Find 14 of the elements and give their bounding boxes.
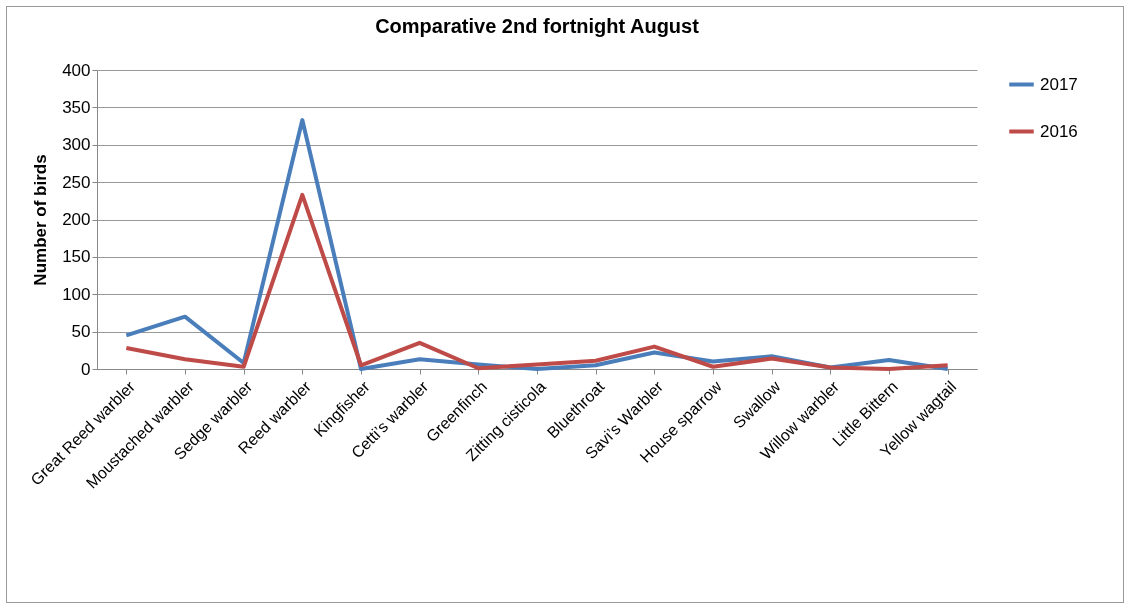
y-axis-title: Number of birds bbox=[31, 154, 51, 286]
legend-label: 2017 bbox=[1040, 74, 1078, 94]
y-tick-label: 150 bbox=[62, 247, 91, 267]
y-tick-label: 250 bbox=[62, 172, 91, 192]
chart-title: Comparative 2nd fortnight August bbox=[375, 15, 700, 37]
y-tick-label: 200 bbox=[62, 210, 91, 229]
line-series bbox=[124, 192, 950, 371]
y-tick-label: 300 bbox=[62, 135, 91, 155]
y-tick-label: 50 bbox=[71, 322, 91, 342]
legend-label: 2016 bbox=[1040, 121, 1078, 141]
y-tick-label: 100 bbox=[62, 284, 91, 304]
y-tick-label: 400 bbox=[62, 60, 91, 80]
y-tick-label: 350 bbox=[62, 97, 91, 117]
y-tick-label: 0 bbox=[81, 359, 91, 379]
